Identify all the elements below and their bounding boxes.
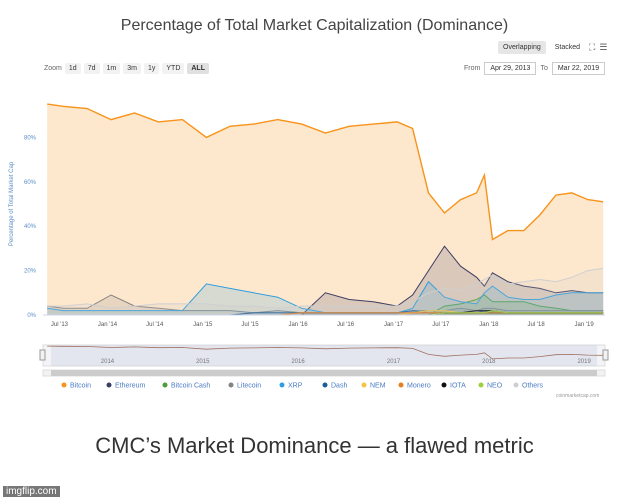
navigator-handle-right xyxy=(602,349,609,361)
x-tick-label: Jan '14 xyxy=(98,322,118,328)
to-label: To xyxy=(540,65,548,72)
area-ethereum xyxy=(47,246,604,315)
area-nem xyxy=(47,310,604,315)
navigator-tick-label: 2018 xyxy=(482,359,496,365)
y-tick-label: 40% xyxy=(24,224,37,230)
y-axis-title: Percentage of Total Market Cap xyxy=(9,161,15,246)
zoom-1y-button[interactable]: 1y xyxy=(143,63,160,74)
legend-marker-bitcoin xyxy=(61,382,67,388)
x-tick-label: Jan '19 xyxy=(575,322,595,328)
line-others xyxy=(47,267,604,309)
legend-marker-others xyxy=(513,382,519,388)
legend-label-ethereum: Ethereum xyxy=(115,383,146,390)
view-mode-toggle: Overlapping Stacked ⛶ ☰ xyxy=(498,41,607,54)
navigator-tick-label: 2015 xyxy=(196,359,210,365)
x-tick-label: Jul '18 xyxy=(528,322,546,328)
x-tick-label: Jul '16 xyxy=(337,322,355,328)
legend-label-others: Others xyxy=(522,383,544,390)
line-bitcoin xyxy=(47,103,604,241)
date-range: From Apr 29, 2013 To Mar 22, 2019 xyxy=(464,62,606,75)
area-others xyxy=(47,268,604,315)
legend-label-bitcoin-cash: Bitcoin Cash xyxy=(171,383,210,390)
y-tick-label: 80% xyxy=(24,135,37,141)
legend-label-dash: Dash xyxy=(331,383,347,390)
area-litecoin xyxy=(47,295,604,315)
area-neo xyxy=(47,310,604,315)
legend-marker-neo xyxy=(478,382,484,388)
zoom-3m-button[interactable]: 3m xyxy=(123,63,141,74)
x-tick-label: Jul '15 xyxy=(241,322,259,328)
overlapping-option[interactable]: Overlapping xyxy=(498,41,546,54)
area-bitcoin-cash xyxy=(47,295,604,315)
legend-label-xrp: XRP xyxy=(288,383,303,390)
zoom-all-button[interactable]: ALL xyxy=(187,63,209,74)
zoom-1m-button[interactable]: 1m xyxy=(102,63,121,74)
watermark: imgflip.com xyxy=(3,486,60,497)
navigator-tick-label: 2019 xyxy=(577,359,591,365)
x-tick-label: Jan '17 xyxy=(384,322,404,328)
area-bitcoin xyxy=(47,104,604,315)
legend-label-neo: NEO xyxy=(487,383,503,390)
to-date-input[interactable]: Mar 22, 2019 xyxy=(551,62,606,75)
legend-label-monero: Monero xyxy=(407,383,431,390)
caption: CMC’s Market Dominance — a flawed metric xyxy=(95,433,534,458)
legend-label-nem: NEM xyxy=(370,383,386,390)
legend-marker-xrp xyxy=(279,382,285,388)
fullscreen-icon[interactable]: ⛶ xyxy=(589,42,596,52)
x-tick-label: Jul '13 xyxy=(51,322,69,328)
navigator-handle-left xyxy=(39,349,46,361)
legend-label-bitcoin: Bitcoin xyxy=(70,383,91,390)
zoom-1d-button[interactable]: 1d xyxy=(64,63,81,74)
x-tick-label: Jan '16 xyxy=(288,322,308,328)
legend-marker-litecoin xyxy=(228,382,234,388)
y-tick-label: 0% xyxy=(27,313,36,319)
navigator-tick-label: 2014 xyxy=(101,359,115,365)
legend-marker-ethereum xyxy=(106,382,112,388)
y-tick-label: 60% xyxy=(24,180,37,186)
zoom-label: Zoom xyxy=(44,65,62,72)
menu-icon[interactable]: ☰ xyxy=(599,42,608,52)
stacked-option[interactable]: Stacked xyxy=(554,44,581,51)
chart-title: Percentage of Total Market Capitalizatio… xyxy=(120,17,509,34)
scrollbar-thumb xyxy=(51,370,597,376)
zoom-7d-button[interactable]: 7d xyxy=(83,63,100,74)
legend-marker-nem xyxy=(361,382,367,388)
legend-marker-iota xyxy=(441,382,447,388)
attribution: coinmarketcap.com xyxy=(556,393,600,399)
navigator-line xyxy=(47,345,604,360)
zoom-ytd-button[interactable]: YTD xyxy=(162,63,185,74)
x-tick-label: Jul '14 xyxy=(146,322,164,328)
legend-marker-bitcoin-cash xyxy=(162,382,168,388)
area-iota xyxy=(47,310,604,315)
navigator-tick-label: 2016 xyxy=(291,359,305,365)
zoom-controls: Zoom 1d 7d 1m 3m 1y YTD ALL xyxy=(44,63,209,74)
legend-marker-monero xyxy=(398,382,404,388)
x-tick-label: Jan '18 xyxy=(479,322,499,328)
y-tick-label: 20% xyxy=(24,269,37,275)
x-tick-label: Jul '17 xyxy=(432,322,450,328)
x-tick-label: Jan '15 xyxy=(193,322,213,328)
legend-marker-dash xyxy=(322,382,328,388)
dominance-chart: Percentage of Total Market Cap 0% 20% 40% 60… xyxy=(9,103,609,390)
from-date-input[interactable]: Apr 29, 2013 xyxy=(484,62,537,75)
area-monero xyxy=(47,312,604,315)
from-label: From xyxy=(464,65,481,72)
legend-label-litecoin: Litecoin xyxy=(237,383,261,390)
legend-label-iota: IOTA xyxy=(450,383,466,390)
navigator-tick-label: 2017 xyxy=(387,359,401,365)
navigator-selection xyxy=(51,345,597,366)
